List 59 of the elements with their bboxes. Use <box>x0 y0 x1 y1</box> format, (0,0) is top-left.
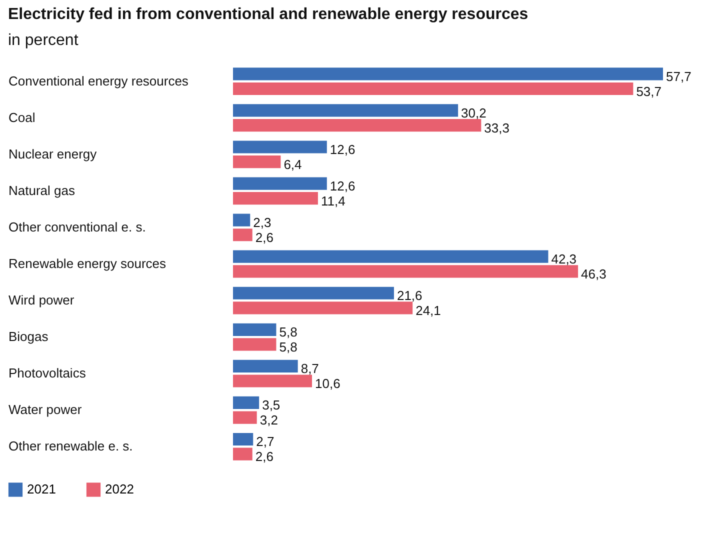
legend-label: 2021 <box>27 482 56 497</box>
bar <box>233 82 634 96</box>
data-label: 21,6 <box>396 288 422 304</box>
y-tick-label: Water power <box>8 402 82 418</box>
data-label: 12,6 <box>330 142 356 158</box>
y-tick-label: Natural gas <box>8 182 76 198</box>
bar <box>233 302 413 314</box>
bar <box>233 448 252 460</box>
chart-title: Electricity fed in from conventional and renewable energy resources <box>8 6 528 23</box>
data-label: 2,6 <box>255 230 274 245</box>
bar <box>233 104 458 117</box>
data-label: 2,7 <box>256 434 274 450</box>
data-label: 5,8 <box>279 324 298 340</box>
bar <box>233 323 276 336</box>
bar <box>233 265 578 278</box>
bar <box>233 214 250 226</box>
bar <box>233 286 394 300</box>
text: in percent <box>8 32 79 49</box>
data-label: 5,8 <box>279 339 298 354</box>
y-tick-label: Other conventional e. s. <box>8 219 146 234</box>
data-label: 11,4 <box>320 193 346 208</box>
bar <box>233 177 327 190</box>
y-tick-label: Coal <box>8 110 36 125</box>
data-label: 10,6 <box>314 376 340 391</box>
y-tick-label: Photovoltaics <box>8 366 86 381</box>
data-label: 57,7 <box>666 68 692 84</box>
bar <box>233 68 663 80</box>
bar <box>233 118 482 132</box>
data-label: 2,6 <box>255 449 274 464</box>
bar <box>233 192 318 205</box>
data-label: 24,1 <box>416 302 441 318</box>
bar <box>233 396 260 410</box>
data-label: 42,3 <box>551 252 577 267</box>
bar <box>233 374 312 388</box>
legend-label: 2022 <box>105 482 134 497</box>
data-label: 12,6 <box>330 178 356 194</box>
bar <box>233 360 298 372</box>
y-tick-label: Biogas <box>8 329 49 344</box>
bar <box>233 411 257 424</box>
y-tick-label: Renewable energy sources <box>8 256 167 271</box>
data-label: 6,4 <box>284 156 302 172</box>
data-label: 46,3 <box>581 266 606 282</box>
data-label: 53,7 <box>636 84 662 99</box>
data-label: 8,7 <box>300 361 319 376</box>
data-label: 33,3 <box>484 120 510 136</box>
bar <box>233 228 252 242</box>
data-label: 3,2 <box>260 412 278 428</box>
y-tick-label: Other renewable e. s. <box>8 438 133 454</box>
y-tick-label: Wird power <box>8 292 75 308</box>
y-tick-label: Nuclear energy <box>8 146 98 162</box>
bar <box>233 250 548 263</box>
bar <box>233 432 254 446</box>
data-label: 2,3 <box>253 215 272 230</box>
data-label: 3,5 <box>262 398 280 413</box>
bar <box>233 338 276 351</box>
data-label: 30,2 <box>461 105 486 120</box>
y-tick-label: Conventional energy resources <box>8 73 189 88</box>
bar <box>233 140 327 154</box>
bar <box>233 156 281 168</box>
